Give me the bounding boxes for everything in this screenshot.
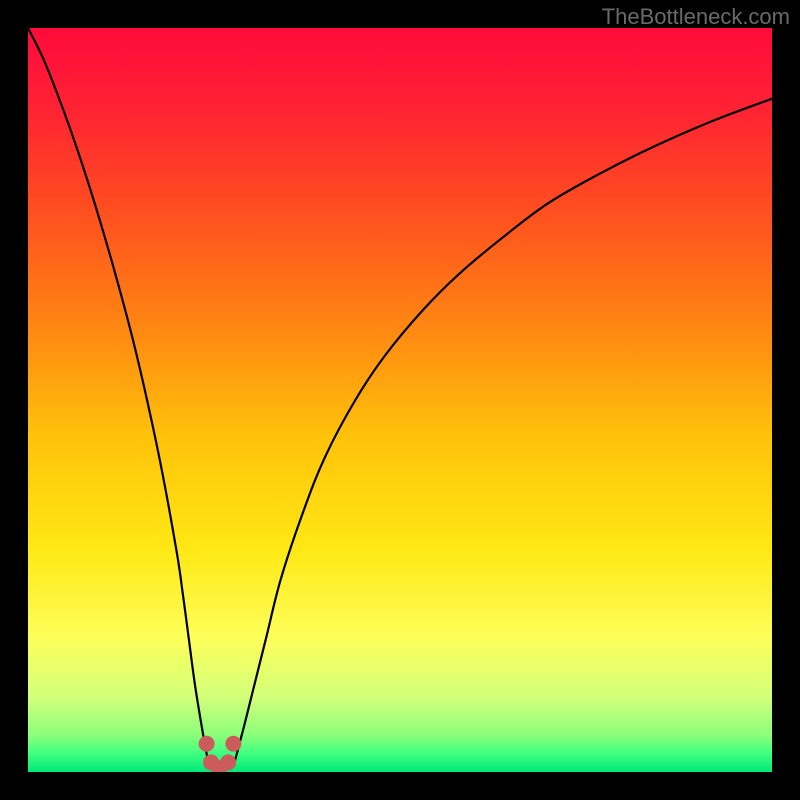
valley-dot xyxy=(199,736,215,752)
valley-dot xyxy=(220,754,236,770)
chart-svg xyxy=(0,0,800,800)
valley-dot xyxy=(225,736,241,752)
watermark-text: TheBottleneck.com xyxy=(602,4,790,30)
chart-container: TheBottleneck.com xyxy=(0,0,800,800)
plot-background xyxy=(28,28,772,772)
